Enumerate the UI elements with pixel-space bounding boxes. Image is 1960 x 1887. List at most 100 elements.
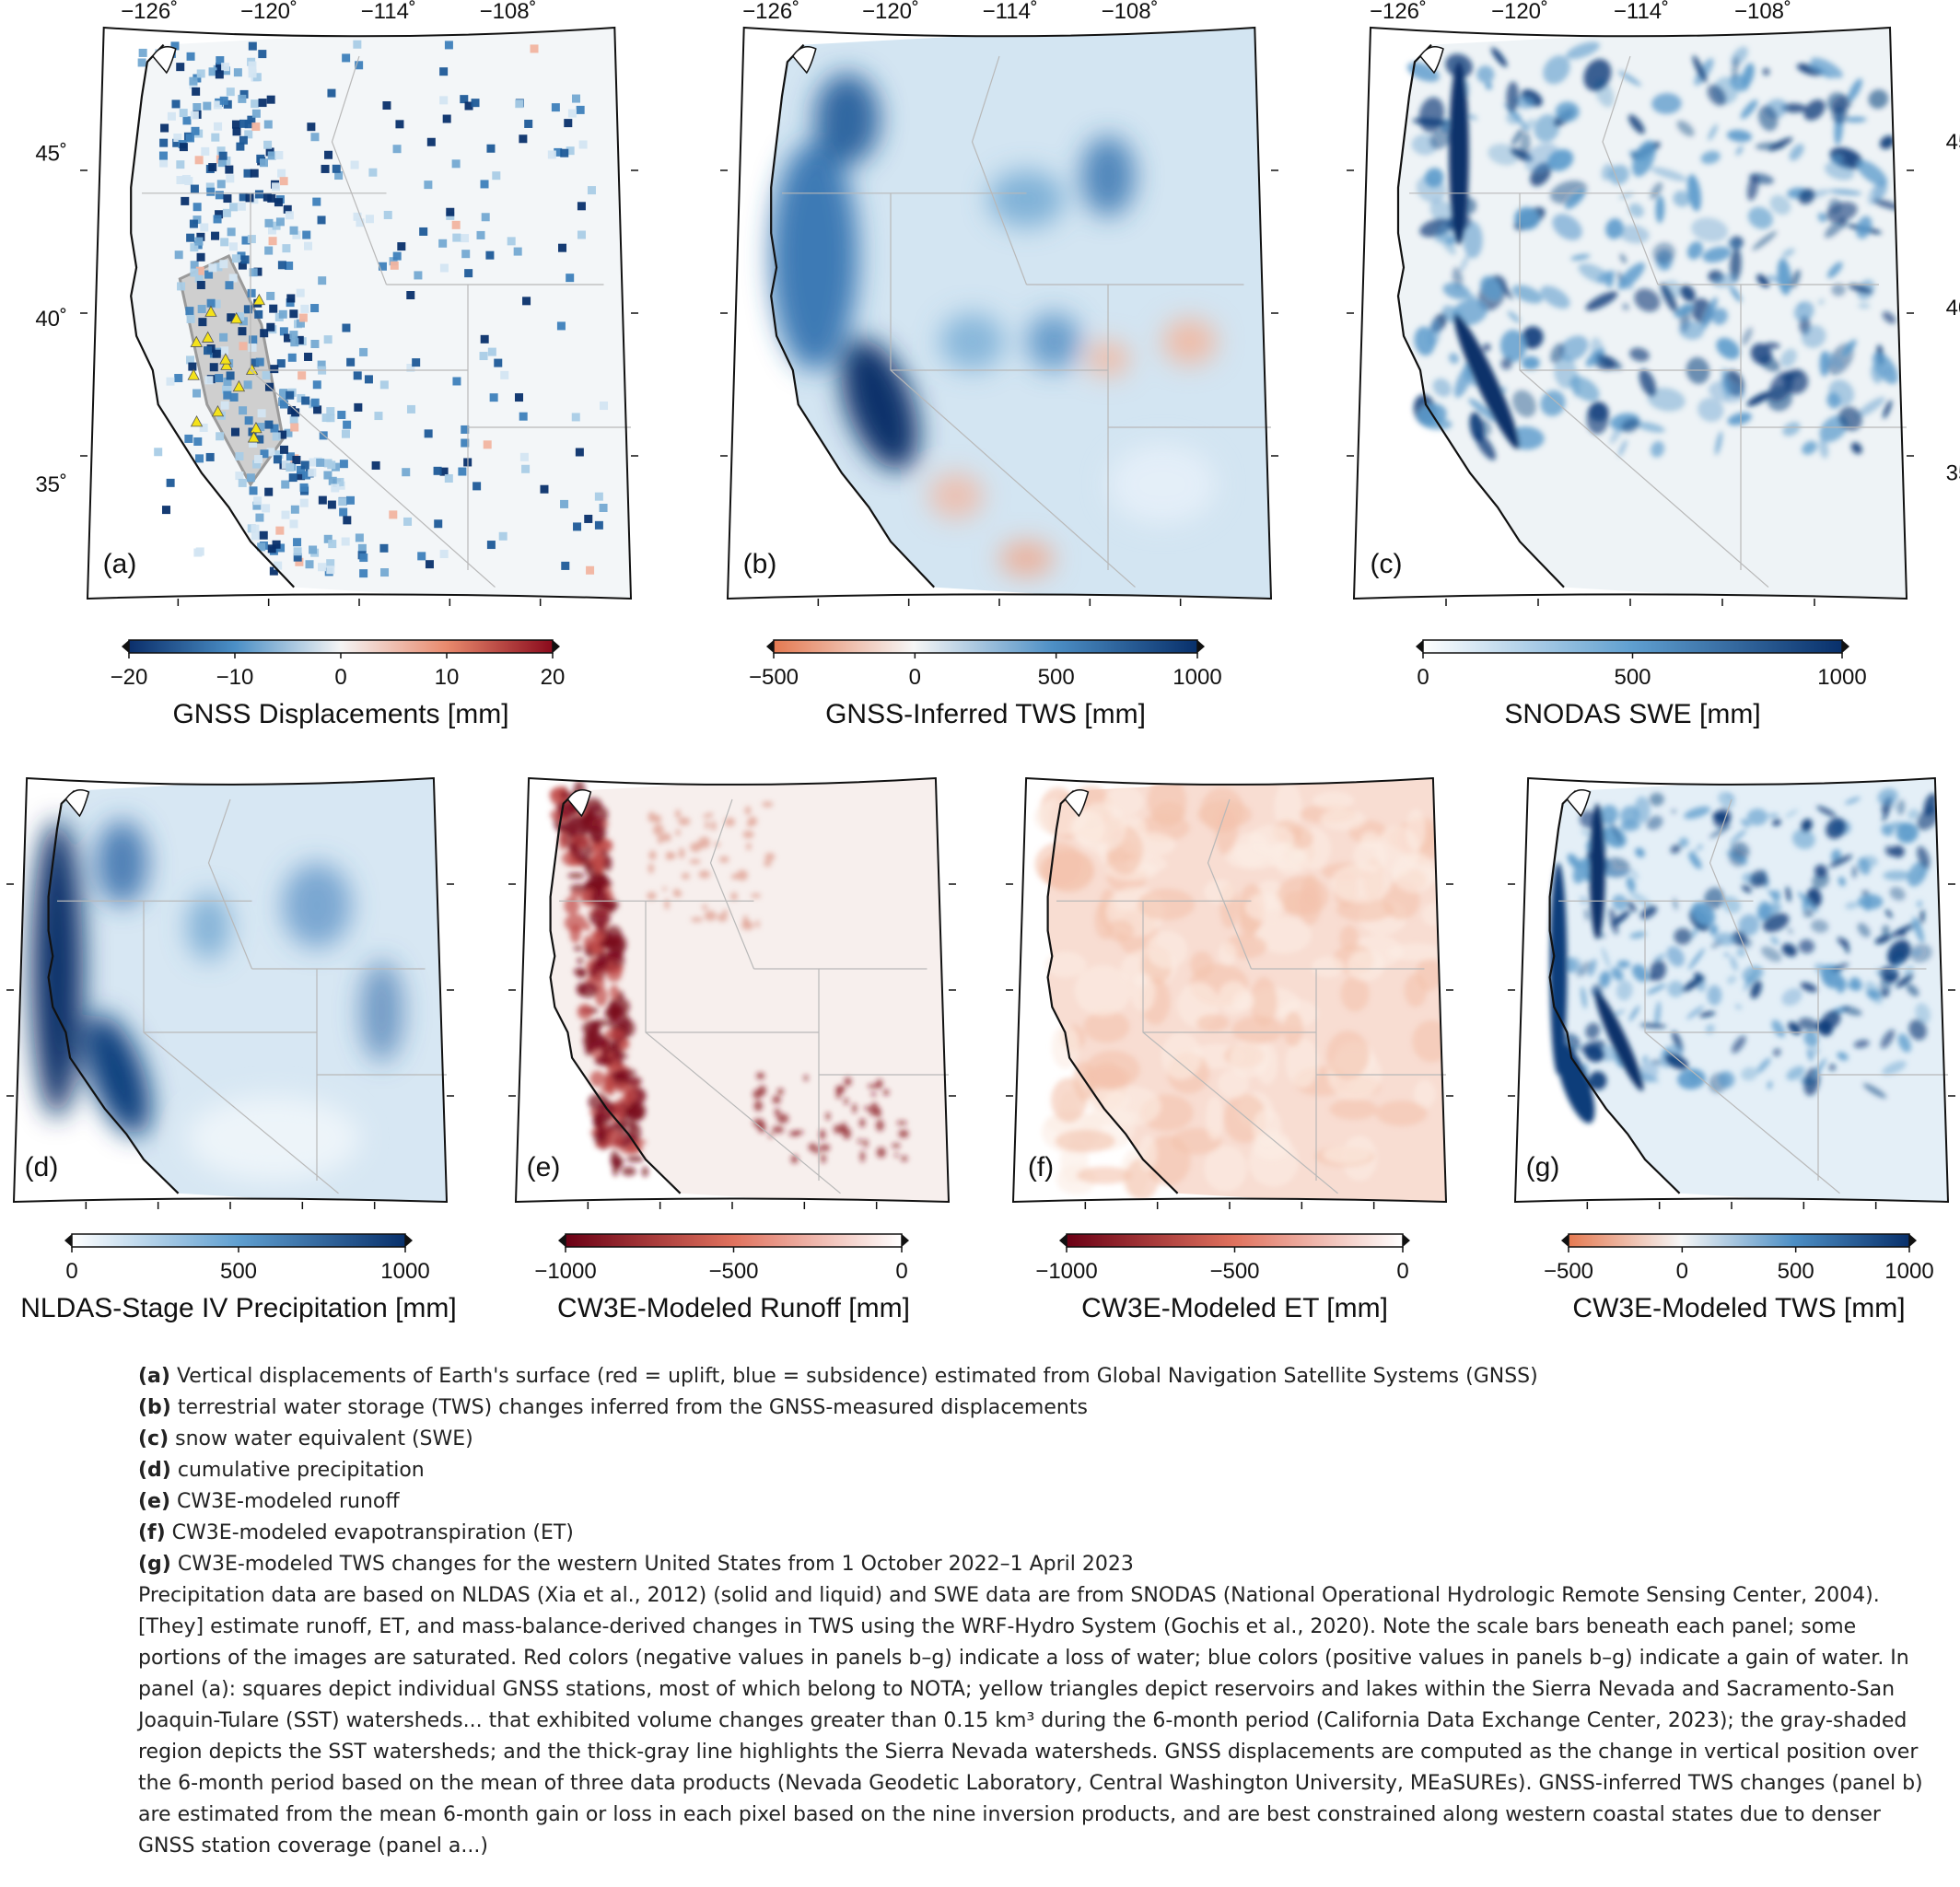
field-patch — [790, 1155, 799, 1164]
gnss-station-square — [278, 309, 287, 319]
gnss-station-square — [451, 220, 461, 229]
field-patch — [1442, 283, 1471, 300]
gnss-station-square — [566, 274, 575, 283]
coastline — [549, 790, 682, 1194]
gnss-station-square — [342, 53, 351, 63]
field-patch — [1540, 285, 1570, 309]
gnss-station-square — [304, 352, 313, 361]
field-patch — [1596, 354, 1623, 370]
field-patch — [589, 910, 611, 926]
gnss-station-square — [215, 191, 224, 200]
field-patch — [598, 1100, 615, 1120]
gnss-station-square — [220, 401, 229, 410]
field-patch — [1534, 114, 1560, 143]
gnss-station-square — [318, 495, 327, 505]
gnss-station-square — [461, 250, 471, 259]
gnss-station-square — [248, 61, 257, 70]
field-patch — [1780, 348, 1797, 367]
field-patch — [1626, 877, 1636, 892]
field-patch — [1421, 417, 1452, 430]
field-patch — [1618, 192, 1634, 199]
colorbar-tick-label: 500 — [1038, 665, 1075, 690]
gnss-station-square — [486, 541, 496, 550]
field-patch — [1917, 806, 1941, 831]
field-patch — [1476, 65, 1495, 84]
gnss-station-square — [335, 477, 344, 486]
coastline — [130, 43, 295, 588]
field-patch — [1080, 135, 1136, 216]
gnss-station-square — [285, 262, 294, 271]
longitude-label: −120˚ — [862, 0, 919, 24]
field-patch — [1586, 401, 1609, 435]
panel-c: (c) 0 500 1000 SNODAS SWE [mm] −126˚ −120˚ −114… — [1347, 0, 1960, 729]
field-patch — [793, 1130, 804, 1135]
map-frame — [86, 26, 633, 600]
field-patch — [1717, 1071, 1735, 1089]
colorbar-tick-label: 1000 — [1884, 1259, 1933, 1284]
field-patch — [1868, 89, 1889, 110]
field-patch — [1741, 885, 1752, 893]
field-patch — [568, 815, 589, 831]
field-patch — [1848, 78, 1862, 102]
field-patch — [623, 1086, 636, 1104]
colorbar-title: GNSS Displacements [mm] — [172, 699, 508, 729]
gnss-station-square — [214, 122, 223, 131]
field-patch — [1421, 903, 1445, 926]
gnss-station-square — [345, 495, 355, 505]
panel-letter: (c) — [1371, 549, 1403, 579]
gnss-station-square — [264, 420, 274, 429]
gnss-station-square — [274, 450, 284, 460]
gnss-station-square — [286, 390, 295, 400]
gnss-station-square — [189, 219, 198, 228]
gnss-station-square — [551, 103, 560, 112]
field-patch — [1621, 418, 1640, 433]
field-patch — [928, 472, 984, 519]
field-patch — [1628, 891, 1653, 909]
gnss-station-square — [547, 150, 556, 159]
field-patch — [1616, 980, 1633, 1001]
gnss-station-square — [239, 135, 248, 145]
longitude-label: −126˚ — [1370, 0, 1427, 24]
field-patch — [558, 830, 568, 850]
gnss-station-square — [190, 111, 199, 120]
gnss-station-square — [213, 100, 222, 110]
field-patch — [819, 1129, 826, 1140]
field-patch — [1692, 55, 1708, 83]
gnss-station-square — [286, 298, 295, 308]
field-patch — [1581, 985, 1587, 1009]
field-patch — [1715, 431, 1723, 456]
gnss-station-square — [339, 507, 348, 517]
ocean — [88, 28, 295, 599]
gnss-station-square — [252, 460, 262, 469]
field-patch — [1856, 215, 1872, 239]
gnss-station-square — [365, 215, 374, 224]
gnss-station-square — [244, 130, 253, 139]
field-patch — [1567, 854, 1581, 869]
field-patch — [1880, 135, 1895, 149]
field-patch — [1204, 1145, 1248, 1193]
field-patch — [1845, 902, 1859, 910]
field-patch — [1762, 913, 1790, 933]
field-patch — [1767, 1080, 1773, 1089]
gnss-station-square — [194, 274, 204, 283]
gnss-station-square — [578, 140, 588, 149]
gnss-station-square — [205, 452, 215, 461]
field-patch — [1848, 284, 1872, 294]
field-patch — [1162, 319, 1217, 365]
gnss-station-square — [442, 114, 451, 123]
gnss-station-square — [284, 333, 293, 343]
colorbar-tick-label: −500 — [749, 665, 799, 690]
field-patch — [776, 1113, 789, 1124]
field-patch — [596, 950, 612, 962]
panels-layer: (a) −20 −10 0 10 20 GNSS Displacements [mm] −12… — [6, 0, 1960, 1323]
field-patch — [1858, 303, 1871, 309]
field-patch — [629, 1123, 641, 1143]
field-patch — [1890, 958, 1903, 975]
field-patch — [1653, 953, 1665, 962]
field-patch — [774, 1108, 780, 1116]
gnss-station-square — [174, 374, 183, 383]
field-patch — [1599, 805, 1618, 825]
field-patch — [1660, 283, 1678, 313]
field-patch — [615, 1068, 636, 1077]
caption-item-key: (e) — [138, 1490, 171, 1513]
